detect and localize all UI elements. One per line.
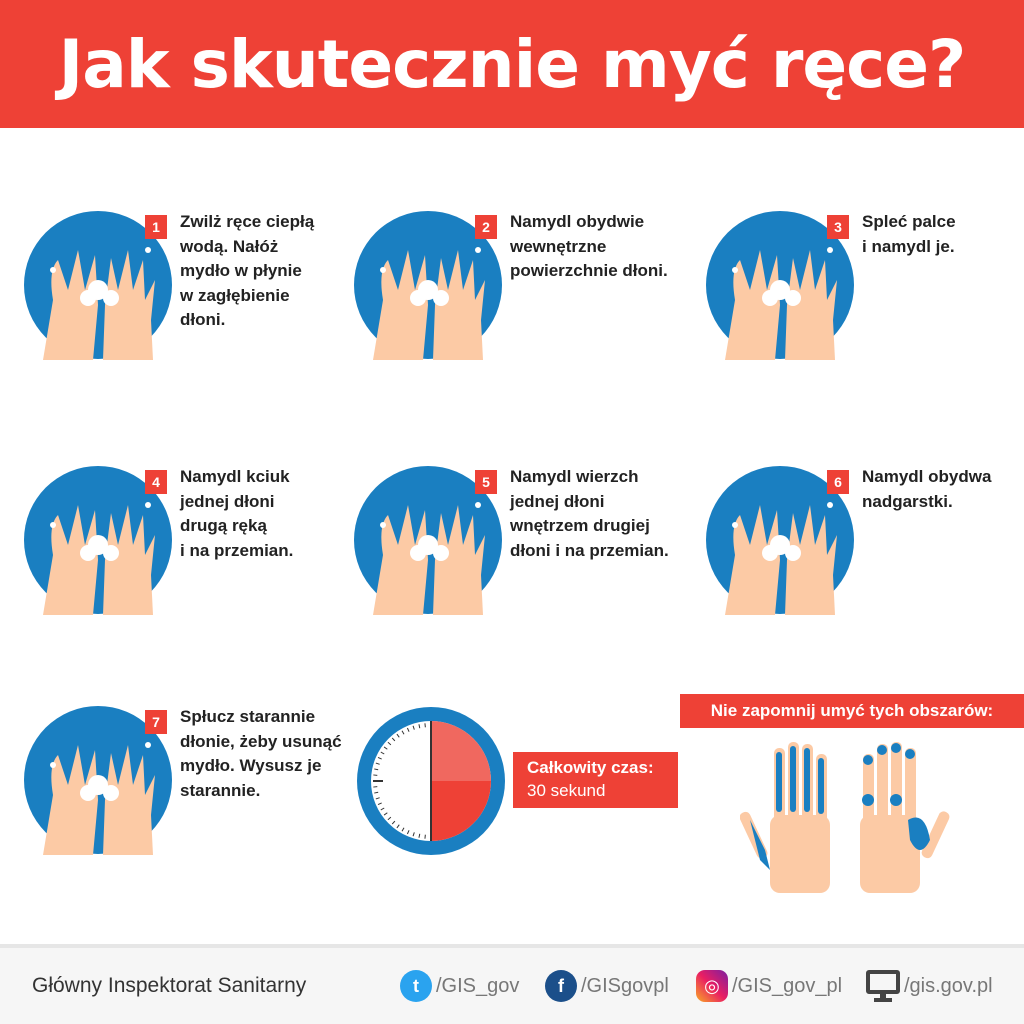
timer-tick [374, 791, 379, 794]
step-number-badge: 7 [145, 710, 167, 734]
timer-tick [383, 746, 388, 750]
step-number-badge: 5 [475, 470, 497, 494]
organization-name: Główny Inspektorat Sanitarny [32, 974, 307, 997]
timer-tick [374, 768, 379, 771]
reminder-text: Nie zapomnij umyć tych obszarów: [710, 701, 994, 720]
step-number-badge: 1 [145, 215, 167, 239]
handwash-illustration [354, 466, 502, 615]
total-time-label: Całkowity czas: [527, 758, 654, 777]
timer-tick [396, 733, 400, 738]
step-number-badge: 3 [827, 215, 849, 239]
timer-tick [380, 751, 385, 755]
timer-tick [377, 802, 382, 806]
facebook-link[interactable]: f /GISgovpl [545, 970, 669, 1002]
timer-tick [418, 724, 421, 729]
website-url: /gis.gov.pl [904, 974, 993, 997]
timer-tick [401, 827, 405, 832]
step-instruction: Namydl kciuk jednej dłoni drugą ręką i n… [180, 467, 294, 560]
facebook-icon: f [545, 970, 577, 1002]
timer-tick [375, 762, 380, 765]
timer-icon [357, 707, 505, 855]
timer-tick [406, 727, 410, 732]
timer-tick [396, 824, 400, 829]
hands-missed-areas-illustration [740, 742, 950, 893]
timer-tick [391, 737, 396, 742]
reminder-banner: Nie zapomnij umyć tych obszarów: [680, 694, 1024, 728]
footer: Główny Inspektorat Sanitarny t /GIS_gov … [0, 944, 1024, 1024]
timer-tick [380, 807, 385, 811]
timer-tick [401, 730, 405, 735]
twitter-icon: t [400, 970, 432, 1002]
facebook-handle: /GISgovpl [581, 974, 669, 997]
timer-tick [406, 830, 410, 835]
step-instruction: Namydl obydwie wewnętrzne powierzchnie d… [510, 212, 668, 280]
step-instruction: Zwilż ręce ciepłą wodą. Nałóż mydło w pł… [180, 212, 315, 329]
handwash-illustration [24, 706, 172, 855]
monitor-icon [866, 970, 900, 1002]
timer-tick [412, 725, 415, 730]
step-instruction: Spłucz starannie dłonie, żeby usunąć myd… [180, 707, 342, 800]
instagram-handle: /GIS_gov_pl [732, 974, 843, 997]
instagram-icon: ◎ [696, 970, 728, 1002]
timer-tick [375, 797, 380, 800]
step-instruction: Namydl obydwa nadgarstki. [862, 467, 992, 511]
timer-tick [412, 832, 415, 837]
step-instruction: Namydl wierzch jednej dłoni wnętrzem dru… [510, 467, 669, 560]
total-time-box: Całkowity czas: 30 sekund [513, 752, 678, 808]
twitter-handle: /GIS_gov [436, 974, 520, 997]
handwash-illustration [706, 466, 854, 615]
instagram-link[interactable]: ◎ /GIS_gov_pl [696, 970, 842, 1002]
total-time-value: 30 sekund [527, 781, 606, 800]
step-instruction: Spleć palce i namydl je. [862, 212, 956, 256]
timer-tick [387, 741, 392, 746]
step-number-badge: 2 [475, 215, 497, 239]
step-number-badge: 4 [145, 470, 167, 494]
timer-tick [377, 756, 382, 760]
handwash-illustration [24, 466, 172, 615]
timer-tick [383, 812, 388, 816]
handwash-illustration [24, 211, 172, 360]
timer-tick [387, 816, 392, 821]
step-number-badge: 6 [827, 470, 849, 494]
twitter-link[interactable]: t /GIS_gov [400, 970, 519, 1002]
timer-tick [418, 833, 421, 838]
website-link[interactable]: /gis.gov.pl [866, 970, 993, 1002]
timer-tick [391, 820, 396, 825]
header-banner: Jak skutecznie myć ręce? [0, 0, 1024, 128]
handwash-illustration [354, 211, 502, 360]
page-title: Jak skutecznie myć ręce? [58, 25, 967, 103]
handwash-illustration [706, 211, 854, 360]
